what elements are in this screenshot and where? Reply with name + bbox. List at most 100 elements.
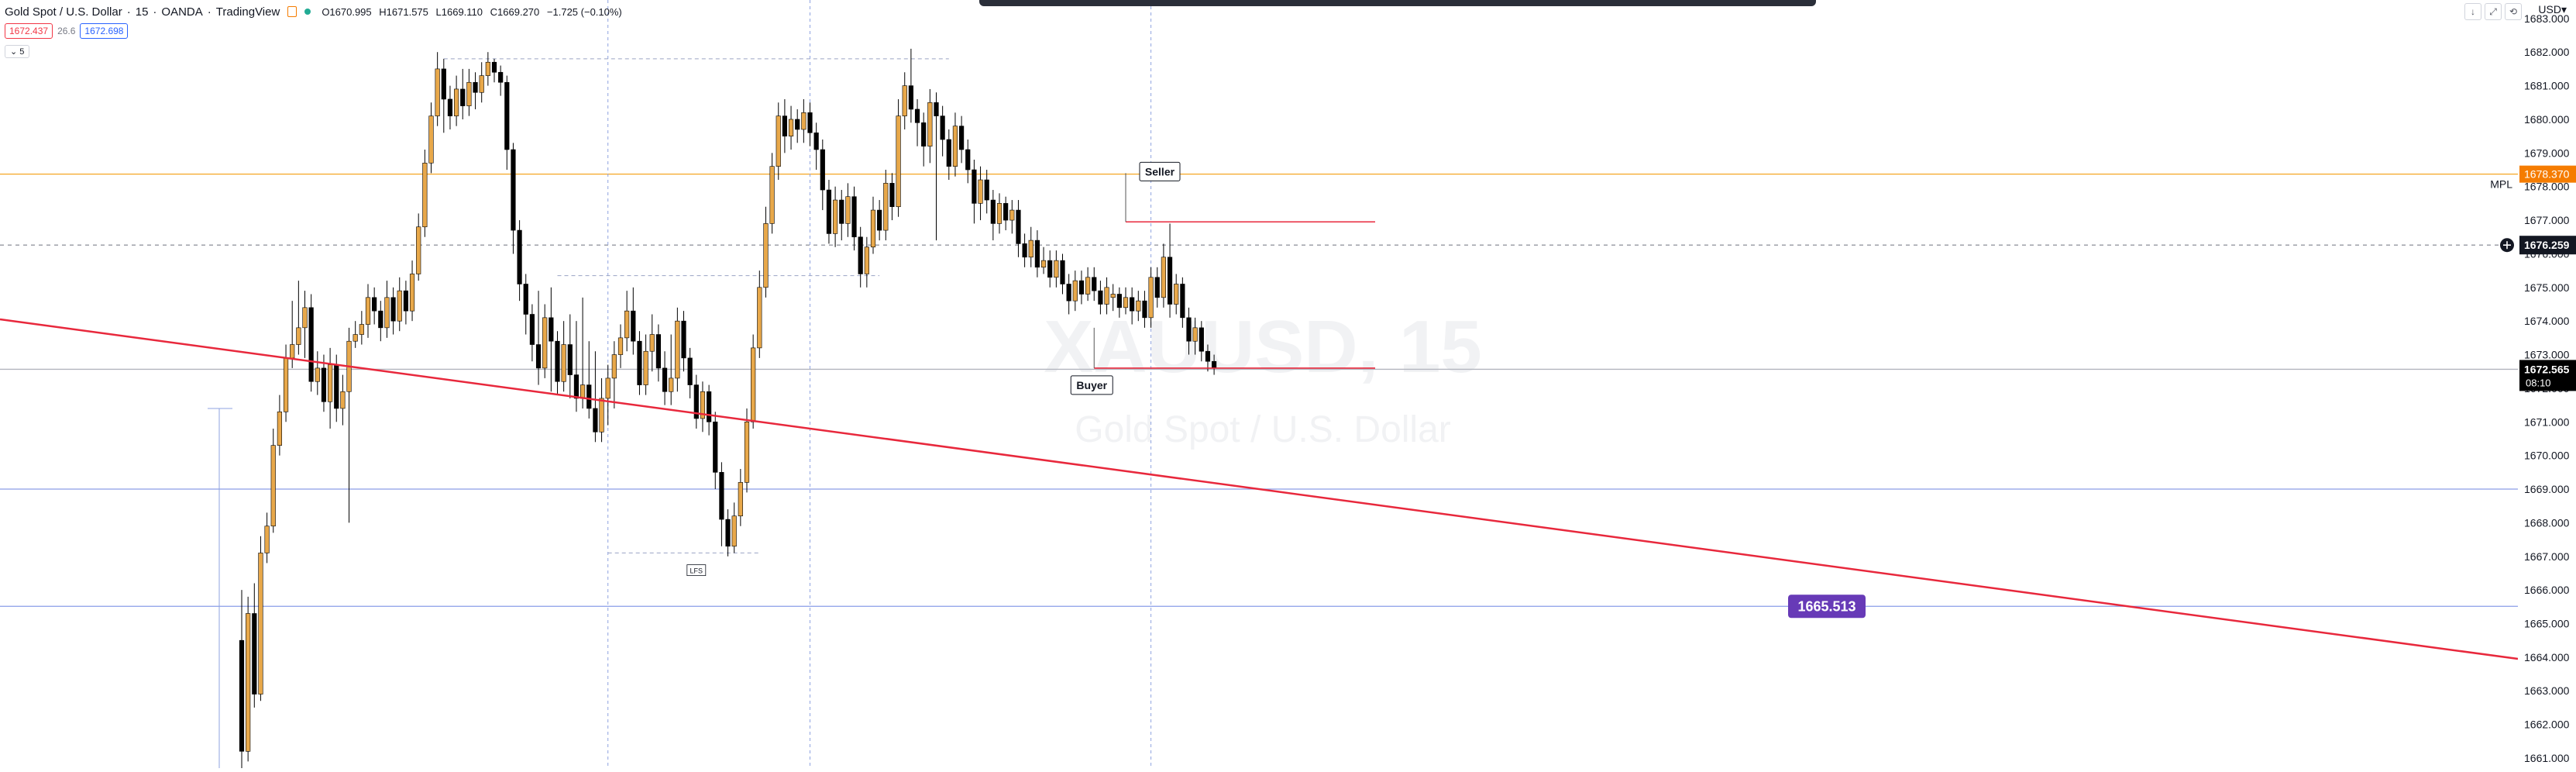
candle-body	[972, 169, 977, 204]
watermark-symbol: XAUUSD, 15	[1044, 305, 1482, 388]
candle-body	[807, 112, 813, 133]
candle-body	[978, 179, 983, 204]
buy-sell-panel: 1672.437 26.6 1672.698	[5, 23, 129, 39]
candle-body	[637, 340, 642, 385]
level-badge-value[interactable]: 1665.513	[1797, 598, 1855, 614]
candle-body	[466, 81, 472, 106]
buy-button[interactable]: 1672.698	[80, 23, 129, 39]
currency-select[interactable]: USD▾	[2538, 3, 2567, 16]
candle-body	[1054, 260, 1059, 278]
candle-body	[946, 139, 951, 167]
candle-body	[662, 367, 668, 392]
candle-body	[296, 327, 301, 345]
fullscreen-icon[interactable]: ⤢	[2485, 3, 2502, 20]
candle-body	[1212, 360, 1217, 369]
trend-line[interactable]	[0, 318, 2519, 660]
candle-body	[820, 149, 825, 191]
reset-icon[interactable]: ⟲	[2505, 3, 2522, 20]
candle-body	[1123, 297, 1129, 308]
candle-body	[965, 149, 971, 171]
open-value: O1670.995	[322, 5, 372, 18]
candle-body	[593, 408, 598, 433]
price-tick-label: 1671.000	[2524, 415, 2570, 428]
candle-body	[801, 112, 807, 130]
candle-body	[1085, 277, 1091, 295]
candle-body	[359, 324, 364, 335]
candle-body	[264, 526, 270, 553]
candle-body	[631, 310, 636, 342]
indicators-collapse-button[interactable]: ⌄ 5	[5, 45, 30, 58]
candle-body	[327, 364, 333, 402]
candle-body	[655, 334, 661, 369]
candle-body	[1192, 327, 1198, 342]
candle-body	[833, 199, 838, 234]
candle-body	[397, 290, 402, 322]
candle-body	[567, 344, 573, 375]
candle-body	[422, 163, 428, 228]
broker-label: OANDA	[161, 5, 203, 19]
candle-body	[1199, 327, 1204, 352]
floating-dialog-edge[interactable]	[979, 0, 1816, 6]
chevron-down-icon: ⌄	[10, 47, 18, 57]
candle-body	[738, 482, 743, 517]
interval-label[interactable]: 15	[135, 5, 149, 19]
candle-body	[889, 183, 895, 208]
flag-icon[interactable]	[287, 6, 297, 17]
current-price-tag	[2519, 360, 2576, 391]
candle-body	[693, 384, 699, 419]
candle-body	[769, 166, 775, 224]
buyer-label-box[interactable]	[1070, 375, 1113, 395]
candle-body	[813, 133, 819, 150]
price-tick-label: 1682.000	[2524, 46, 2570, 58]
candle-body	[1047, 260, 1053, 278]
price-tick-label: 1661.000	[2524, 752, 2570, 764]
symbol-legend[interactable]: Gold Spot / U.S. Dollar · 15 · OANDA · T…	[5, 3, 627, 20]
candle-body	[1180, 284, 1185, 319]
candle-body	[1167, 257, 1173, 305]
candle-body	[902, 85, 907, 116]
price-tick-label: 1673.000	[2524, 349, 2570, 361]
candle-body	[473, 81, 478, 93]
candle-body	[851, 196, 857, 238]
candle-body	[378, 310, 383, 329]
candle-body	[498, 71, 504, 83]
candle-body	[523, 284, 528, 315]
candle-body	[428, 115, 434, 164]
candle-body	[605, 377, 610, 399]
seller-label[interactable]: Seller	[1145, 165, 1175, 177]
candle-body	[321, 367, 327, 402]
candle-body	[529, 314, 535, 345]
candle-body	[675, 320, 680, 379]
watermark-name: Gold Spot / U.S. Dollar	[1075, 409, 1451, 450]
candle-body	[409, 274, 415, 312]
seller-label-box[interactable]	[1139, 161, 1181, 181]
spread-value: 26.6	[57, 26, 76, 36]
sell-button[interactable]: 1672.437	[5, 23, 53, 39]
symbol-name[interactable]: Gold Spot / U.S. Dollar	[5, 5, 122, 19]
candle-body	[511, 149, 516, 231]
candle-body	[372, 297, 377, 312]
mpl-price-value: 1678.370	[2524, 168, 2570, 181]
candle-body	[1110, 294, 1116, 298]
candle-body	[744, 421, 750, 483]
candle-body	[731, 515, 737, 547]
candle-body	[959, 126, 965, 150]
arrow-down-icon[interactable]: ↓	[2464, 3, 2481, 20]
candle-body	[549, 317, 554, 342]
candle-body	[365, 297, 371, 325]
level-badge[interactable]	[1788, 595, 1866, 619]
buyer-label[interactable]: Buyer	[1076, 379, 1107, 391]
price-tick-label: 1680.000	[2524, 113, 2570, 126]
candle-body	[441, 68, 446, 100]
candle-body	[277, 411, 283, 446]
close-value: C1669.270	[490, 5, 540, 18]
candle-body	[308, 307, 314, 382]
candle-body	[896, 115, 901, 208]
mpl-label: MPL	[2490, 178, 2512, 191]
candle-body	[1142, 300, 1147, 319]
candle-body	[858, 236, 863, 274]
candle-body	[649, 334, 655, 352]
price-tick-label: 1662.000	[2524, 719, 2570, 731]
